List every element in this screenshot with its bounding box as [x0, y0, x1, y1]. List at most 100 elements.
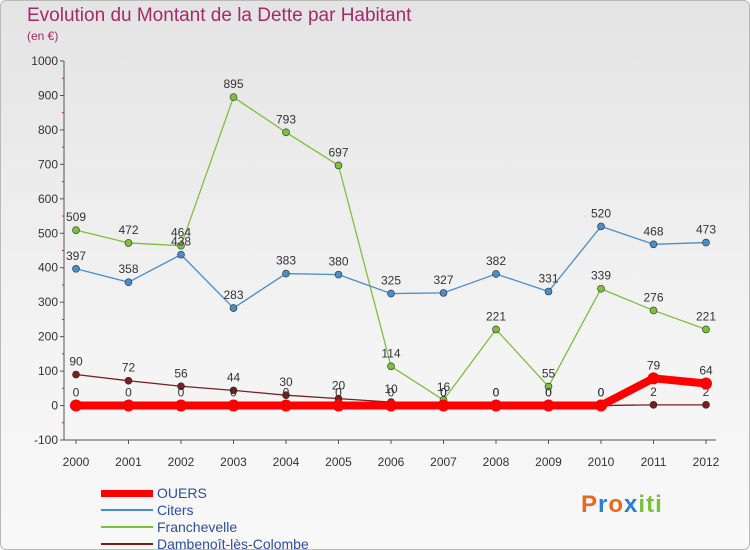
data-label: 895 [223, 77, 243, 91]
data-label: 283 [223, 288, 243, 302]
data-point [124, 278, 133, 286]
data-label: 2 [650, 385, 657, 399]
data-point [544, 382, 553, 391]
data-point [177, 241, 185, 250]
data-label: 464 [171, 226, 191, 240]
data-label: 90 [69, 355, 83, 369]
data-label: 0 [388, 386, 395, 400]
legend-label: Franchevelle [157, 519, 238, 535]
data-point [175, 399, 187, 412]
legend-swatch [101, 526, 153, 528]
y-tick-label: -100 [34, 433, 58, 447]
logo-letter: t [646, 491, 656, 518]
data-label: 0 [230, 386, 237, 400]
data-label: 79 [647, 358, 661, 372]
data-point [282, 128, 290, 137]
data-point [542, 399, 555, 412]
data-point [437, 399, 450, 412]
data-label: 0 [598, 386, 605, 400]
data-point [490, 399, 502, 412]
logo-letter: i [655, 491, 663, 518]
legend-label: Citers [157, 502, 194, 518]
logo-letter: x [624, 491, 639, 518]
data-point [70, 399, 82, 412]
data-label: 56 [174, 366, 188, 380]
data-point [124, 239, 133, 247]
logo-letter: o [608, 491, 625, 518]
y-tick-label: 900 [38, 88, 58, 102]
data-label: 520 [591, 206, 611, 220]
x-tick-label: 2004 [273, 455, 300, 469]
x-tick-label: 2010 [588, 455, 615, 469]
y-tick-label: 1000 [31, 54, 58, 68]
data-label: 0 [335, 386, 342, 400]
x-tick-label: 2007 [430, 455, 457, 469]
data-point [387, 362, 395, 371]
legend-label: OUERS [157, 485, 207, 501]
chart-unit: (en €) [27, 29, 59, 43]
proxiti-logo: Proxiti [581, 491, 663, 519]
data-point [282, 391, 290, 400]
chart-legend: OUERS Citers Franchevelle Dambenoît-lès-Col… [101, 485, 401, 550]
data-label: 358 [118, 262, 138, 276]
y-tick-label: 400 [38, 261, 58, 275]
data-point [649, 240, 658, 249]
data-label: 221 [486, 309, 506, 323]
data-point [597, 222, 605, 231]
data-label: 16 [437, 380, 451, 394]
y-tick-label: 600 [38, 192, 58, 206]
data-label: 382 [486, 254, 506, 268]
x-tick-label: 2002 [168, 455, 195, 469]
x-tick-label: 2012 [693, 455, 720, 469]
data-label: 0 [73, 386, 80, 400]
data-point [595, 399, 607, 412]
data-label: 339 [591, 269, 611, 283]
legend-item: Dambenoît-lès-Colombe [101, 536, 401, 550]
data-point [122, 399, 135, 412]
data-point [492, 270, 500, 278]
data-label: 0 [598, 386, 605, 400]
data-label: 64 [699, 363, 713, 377]
data-point [280, 399, 292, 412]
data-point [702, 325, 710, 334]
data-label: 383 [276, 254, 296, 268]
data-point [177, 382, 185, 391]
y-tick-label: 800 [38, 123, 58, 137]
data-point [334, 161, 343, 170]
data-point [72, 264, 80, 273]
x-tick-label: 2009 [535, 455, 562, 469]
data-point [647, 372, 660, 385]
data-label: 793 [276, 112, 296, 126]
data-label: 0 [178, 386, 185, 400]
logo-letter: r [598, 491, 609, 518]
data-point [700, 377, 712, 390]
legend-label: Dambenoît-lès-Colombe [157, 536, 309, 550]
logo-letter: P [581, 491, 599, 518]
data-point [597, 284, 605, 293]
data-point [72, 370, 80, 379]
data-point [702, 238, 710, 247]
data-point [492, 325, 500, 334]
data-point [649, 306, 658, 315]
data-label: 10 [384, 382, 398, 396]
data-point [229, 93, 238, 101]
data-point [72, 226, 80, 234]
x-tick-label: 2006 [378, 455, 405, 469]
data-point [544, 287, 553, 296]
data-point [229, 304, 238, 312]
data-label: 327 [433, 273, 453, 287]
data-label: 276 [643, 290, 663, 304]
data-label: 380 [328, 255, 348, 269]
y-tick-label: 300 [38, 295, 58, 309]
x-tick-label: 2008 [483, 455, 510, 469]
data-point [227, 399, 240, 412]
legend-item: OUERS [101, 485, 401, 502]
data-label: 0 [545, 386, 552, 400]
data-label: 397 [66, 249, 86, 263]
logo-letter: i [638, 491, 647, 518]
data-label: 72 [122, 361, 136, 375]
data-label: 0 [493, 386, 500, 400]
data-label: 0 [545, 386, 552, 400]
